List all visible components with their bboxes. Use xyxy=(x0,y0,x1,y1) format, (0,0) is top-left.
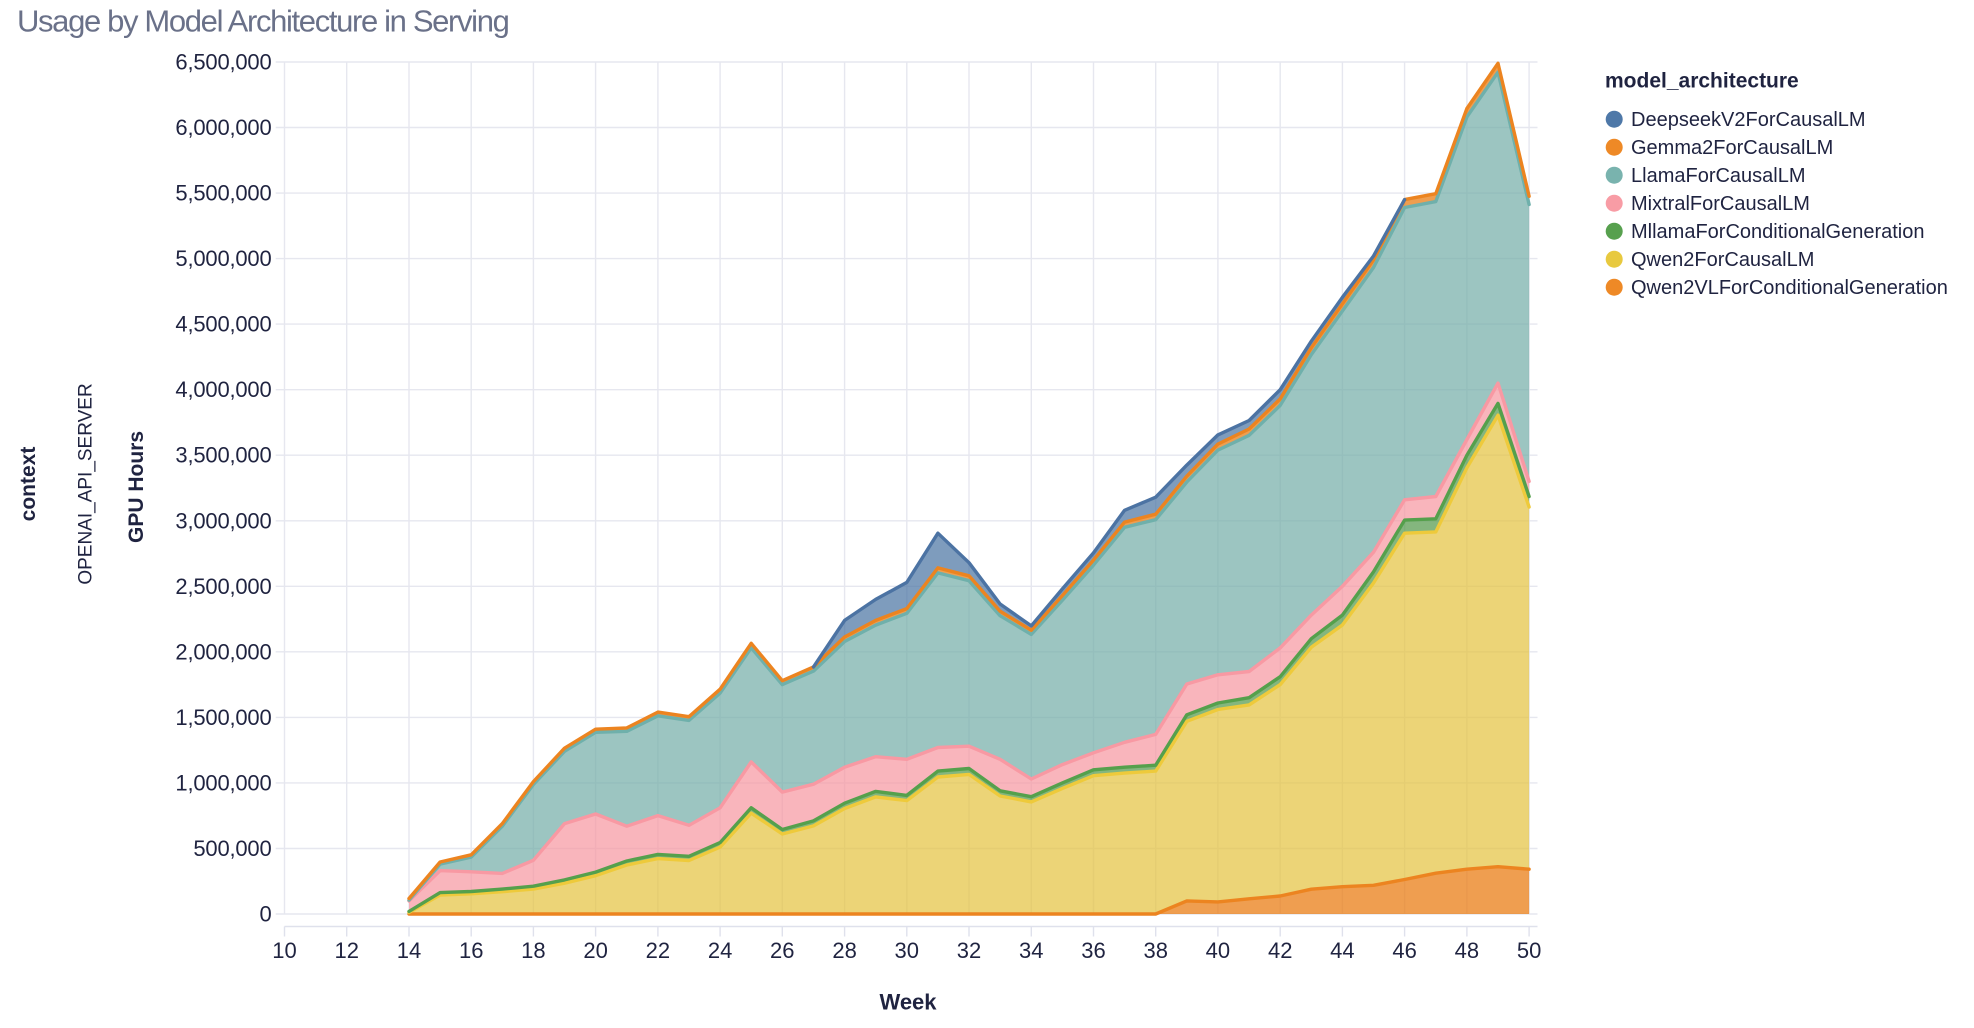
svg-text:LlamaForCausalLM: LlamaForCausalLM xyxy=(1631,165,1806,187)
svg-text:42: 42 xyxy=(1268,938,1292,963)
svg-text:OPENAI_API_SERVER: OPENAI_API_SERVER xyxy=(76,383,97,584)
svg-text:1,000,000: 1,000,000 xyxy=(175,770,271,795)
svg-text:model_architecture: model_architecture xyxy=(1605,70,1799,93)
svg-text:4,000,000: 4,000,000 xyxy=(175,377,271,402)
svg-text:2,500,000: 2,500,000 xyxy=(175,574,271,599)
svg-text:5,000,000: 5,000,000 xyxy=(175,246,271,271)
svg-text:32: 32 xyxy=(957,938,981,963)
svg-text:MixtralForCausalLM: MixtralForCausalLM xyxy=(1631,193,1810,215)
svg-text:500,000: 500,000 xyxy=(193,836,271,861)
svg-text:2,000,000: 2,000,000 xyxy=(175,639,271,664)
svg-text:Usage by Model Architecture in: Usage by Model Architecture in Serving xyxy=(17,4,509,39)
svg-text:DeepseekV2ForCausalLM: DeepseekV2ForCausalLM xyxy=(1631,109,1866,131)
svg-text:3,500,000: 3,500,000 xyxy=(175,443,271,468)
svg-text:GPU Hours: GPU Hours xyxy=(125,431,148,543)
svg-text:12: 12 xyxy=(334,938,358,963)
svg-text:46: 46 xyxy=(1392,938,1416,963)
svg-text:0: 0 xyxy=(259,902,271,927)
svg-text:38: 38 xyxy=(1143,938,1167,963)
svg-text:4,500,000: 4,500,000 xyxy=(175,312,271,337)
svg-text:18: 18 xyxy=(521,938,545,963)
svg-text:20: 20 xyxy=(583,938,607,963)
svg-text:40: 40 xyxy=(1206,938,1230,963)
svg-text:context: context xyxy=(17,447,40,522)
svg-text:Qwen2VLForConditionalGeneratio: Qwen2VLForConditionalGeneration xyxy=(1631,277,1948,299)
svg-text:22: 22 xyxy=(646,938,670,963)
svg-text:34: 34 xyxy=(1019,938,1043,963)
svg-text:14: 14 xyxy=(397,938,421,963)
svg-text:3,000,000: 3,000,000 xyxy=(175,508,271,533)
svg-text:MllamaForConditionalGeneration: MllamaForConditionalGeneration xyxy=(1631,221,1924,243)
svg-text:Qwen2ForCausalLM: Qwen2ForCausalLM xyxy=(1631,249,1814,271)
svg-text:1,500,000: 1,500,000 xyxy=(175,705,271,730)
svg-text:48: 48 xyxy=(1455,938,1479,963)
svg-text:Gemma2ForCausalLM: Gemma2ForCausalLM xyxy=(1631,137,1833,159)
svg-text:10: 10 xyxy=(272,938,296,963)
svg-text:Week: Week xyxy=(879,990,937,1015)
svg-text:16: 16 xyxy=(459,938,483,963)
svg-text:50: 50 xyxy=(1517,938,1541,963)
svg-text:36: 36 xyxy=(1081,938,1105,963)
svg-text:28: 28 xyxy=(832,938,856,963)
svg-text:30: 30 xyxy=(895,938,919,963)
svg-text:6,000,000: 6,000,000 xyxy=(175,115,271,140)
svg-text:5,500,000: 5,500,000 xyxy=(175,181,271,206)
svg-text:6,500,000: 6,500,000 xyxy=(175,50,271,75)
svg-text:24: 24 xyxy=(708,938,732,963)
svg-text:44: 44 xyxy=(1330,938,1354,963)
svg-text:26: 26 xyxy=(770,938,794,963)
